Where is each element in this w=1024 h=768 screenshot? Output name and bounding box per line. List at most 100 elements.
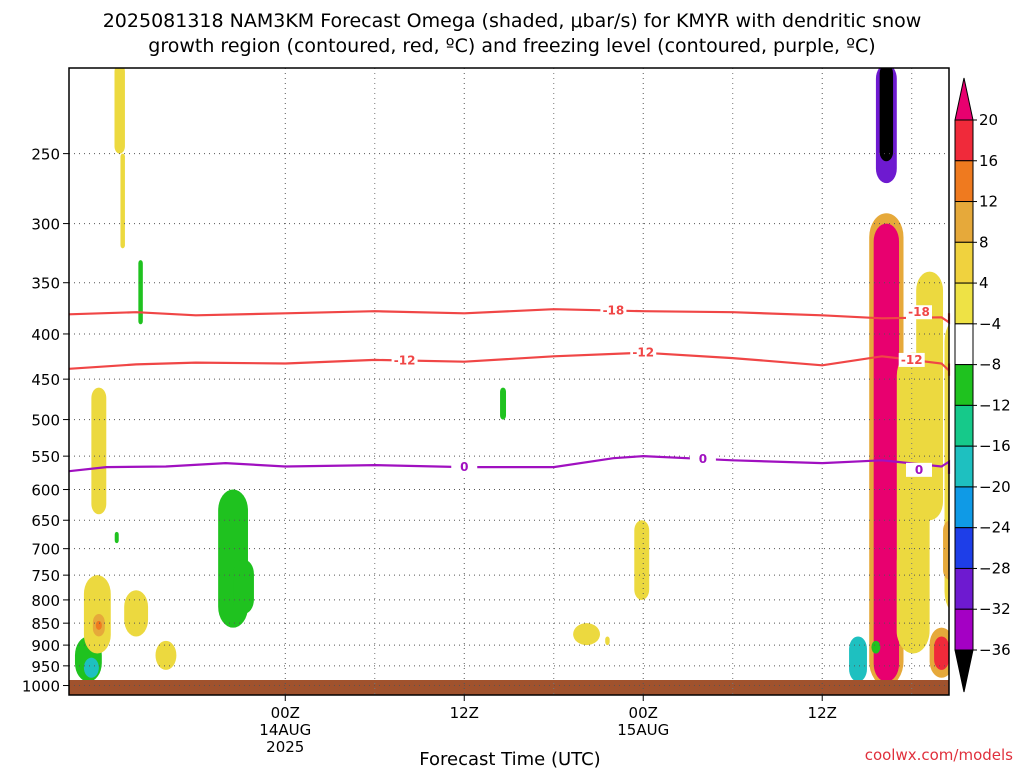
omega-shaded-region: [114, 68, 125, 154]
y-tick-label: 350: [31, 275, 60, 293]
contour-label-bg: [391, 353, 418, 368]
omega-colorbar: 20 16 12 8 4 −4 −8 −12 −16 −20 −24 −28 −32 −36: [954, 77, 1011, 693]
chart-title-line2: growth region (contoured, red, ºC) and f…: [148, 35, 875, 57]
omega-shaded-region: [83, 657, 99, 678]
omega-shaded-region: [138, 260, 143, 325]
plot-background: [69, 68, 949, 695]
omega-shaded-region: [1018, 334, 1024, 637]
y-tick-label: 850: [31, 615, 60, 633]
colorbar-label: 12: [979, 193, 998, 211]
colorbar-label: −24: [979, 519, 1011, 537]
colorbar-bottom-arrow: [954, 649, 974, 693]
contour-label-bg: [689, 451, 716, 466]
colorbar-label: −16: [979, 437, 1011, 455]
colorbar-segment: [954, 364, 974, 406]
x-tick-date-label: 2025: [266, 738, 304, 756]
omega-shaded-region: [114, 531, 119, 544]
colorbar-label: 4: [979, 274, 989, 292]
omega-shaded-region: [916, 271, 944, 521]
colorbar-label: 8: [979, 233, 989, 251]
colorbar-segment: [954, 119, 974, 162]
plot-area: -18 -18 -12 -12 -12 0 0 0: [68, 67, 1024, 696]
chart-title-line1: 2025081318 NAM3KM Forecast Omega (shaded…: [103, 10, 922, 32]
y-axis-pressure-ticks: 250 300 350 400 450 500 550 600 650 700 750 800 850 9…: [22, 146, 69, 696]
omega-shading-group: [74, 68, 1024, 680]
x-tick-date-label: 15AUG: [617, 721, 669, 739]
omega-shaded-region: [124, 590, 149, 637]
y-tick-label: 700: [31, 541, 60, 559]
omega-shaded-region: [95, 620, 102, 630]
omega-shaded-region: [879, 68, 894, 162]
x-tick-date-label: 14AUG: [259, 721, 311, 739]
x-tick-label: 00Z: [271, 704, 300, 722]
omega-shaded-region: [1012, 283, 1024, 362]
colorbar-segment: [954, 201, 974, 243]
contour-label: 0: [699, 452, 707, 466]
omega-shaded-region: [1012, 427, 1019, 463]
colorbar-segment: [954, 486, 974, 529]
colorbar-segment: [954, 567, 974, 610]
contour-label-bg: [906, 305, 932, 320]
y-tick-label: 900: [31, 637, 60, 655]
omega-shaded-region: [500, 387, 507, 420]
colorbar-label: −28: [979, 559, 1011, 577]
colorbar-segment: [954, 445, 974, 488]
contour-label: -18: [908, 305, 930, 319]
omega-shaded-region: [871, 640, 881, 654]
y-tick-label: 950: [31, 658, 60, 676]
y-tick-label: 300: [31, 216, 60, 234]
y-tick-label: 600: [31, 482, 60, 500]
contour-label: -18: [603, 304, 625, 318]
colorbar-segment: [954, 404, 974, 447]
y-tick-label: 450: [31, 371, 60, 389]
ground-surface-bar: [69, 680, 949, 695]
contour-label: -12: [632, 346, 654, 360]
contour-label: -12: [394, 354, 416, 368]
omega-shaded-region: [155, 640, 177, 670]
plot-border: [68, 67, 950, 696]
colorbar-segment: [954, 241, 974, 284]
y-tick-label: 750: [31, 567, 60, 585]
colorbar-label: −4: [979, 315, 1001, 333]
omega-shaded-region: [634, 520, 650, 600]
y-tick-label: 1000: [22, 678, 60, 696]
colorbar-label: −32: [979, 600, 1011, 618]
colorbar-label: 16: [979, 152, 998, 170]
colorbar-segment: [954, 608, 974, 651]
contour-label-bg: [898, 352, 925, 367]
omega-shaded-region: [873, 223, 900, 680]
omega-shaded-region: [1002, 324, 1009, 379]
omega-shaded-region: [934, 636, 949, 670]
omega-shaded-region: [943, 520, 949, 581]
colorbar-label: −36: [979, 641, 1011, 659]
x-tick-label: 00Z: [629, 704, 658, 722]
x-tick-label: 12Z: [808, 704, 837, 722]
y-tick-label: 400: [31, 326, 60, 344]
x-axis-label: Forecast Time (UTC): [419, 749, 600, 768]
omega-shaded-region: [896, 548, 915, 646]
contour-label-bg: [630, 345, 657, 360]
y-tick-label: 500: [31, 412, 60, 430]
contour-label: 0: [915, 463, 923, 477]
y-tick-label: 800: [31, 592, 60, 610]
colorbar-top-arrow: [954, 77, 974, 121]
omega-shaded-region: [91, 387, 107, 515]
contour-label: -12: [901, 353, 923, 367]
colorbar-label: −8: [979, 356, 1001, 374]
colorbar-segment: [954, 160, 974, 203]
omega-shaded-region: [573, 623, 600, 646]
grid-lines: [69, 68, 949, 695]
contour-label-bg: [906, 462, 932, 477]
omega-shading: [74, 68, 1024, 680]
y-tick-label: 650: [31, 512, 60, 530]
omega-shaded-region: [849, 636, 867, 680]
contour-label-bg: [600, 303, 627, 318]
colorbar-segment: [954, 323, 974, 366]
colorbar-label: −12: [979, 396, 1011, 414]
contour-label-bg: [451, 460, 478, 475]
y-tick-label: 250: [31, 146, 60, 164]
site-credit-link[interactable]: coolwx.com/models: [865, 746, 1013, 764]
omega-shaded-region: [233, 559, 254, 615]
